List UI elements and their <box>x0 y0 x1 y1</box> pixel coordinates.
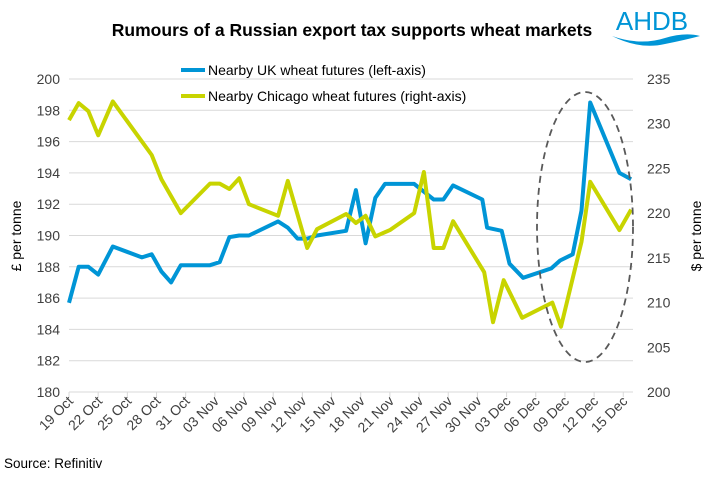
left-tick-label: 200 <box>37 71 61 87</box>
left-tick-label: 182 <box>37 353 61 369</box>
right-tick-label: 200 <box>647 384 671 400</box>
legend-label-chicago: Nearby Chicago wheat futures (right-axis… <box>208 88 466 104</box>
right-tick-label: 210 <box>647 295 671 311</box>
left-tick-label: 194 <box>37 165 61 181</box>
right-tick-label: 225 <box>647 160 671 176</box>
left-axis-label: £ per tonne <box>8 200 24 271</box>
left-tick-label: 184 <box>37 321 61 337</box>
left-tick-label: 180 <box>37 384 61 400</box>
right-tick-label: 230 <box>647 116 671 132</box>
highlight-ellipse <box>536 91 634 363</box>
right-axis-label: $ per tonne <box>688 200 704 271</box>
source-note: Source: Refinitiv <box>4 456 103 471</box>
uk-wheat-line <box>67 100 633 304</box>
legend-label-uk: Nearby UK wheat futures (left-axis) <box>208 62 426 78</box>
left-tick-label: 196 <box>37 134 61 150</box>
right-tick-label: 215 <box>647 250 671 266</box>
left-tick-label: 186 <box>37 290 61 306</box>
left-tick-label: 192 <box>37 196 61 212</box>
right-tick-label: 205 <box>647 339 671 355</box>
left-tick-label: 188 <box>37 259 61 275</box>
legend: Nearby UK wheat futures (left-axis) Near… <box>181 62 466 104</box>
chart-title: Rumours of a Russian export tax supports… <box>112 20 593 40</box>
right-tick-label: 235 <box>647 71 671 87</box>
left-tick-label: 190 <box>37 228 61 244</box>
chicago-wheat-line <box>67 99 633 329</box>
svg-text:AHDB: AHDB <box>616 6 688 36</box>
right-tick-label: 220 <box>647 205 671 221</box>
ahdb-logo: AHDB <box>612 6 700 46</box>
left-tick-label: 198 <box>37 102 61 118</box>
